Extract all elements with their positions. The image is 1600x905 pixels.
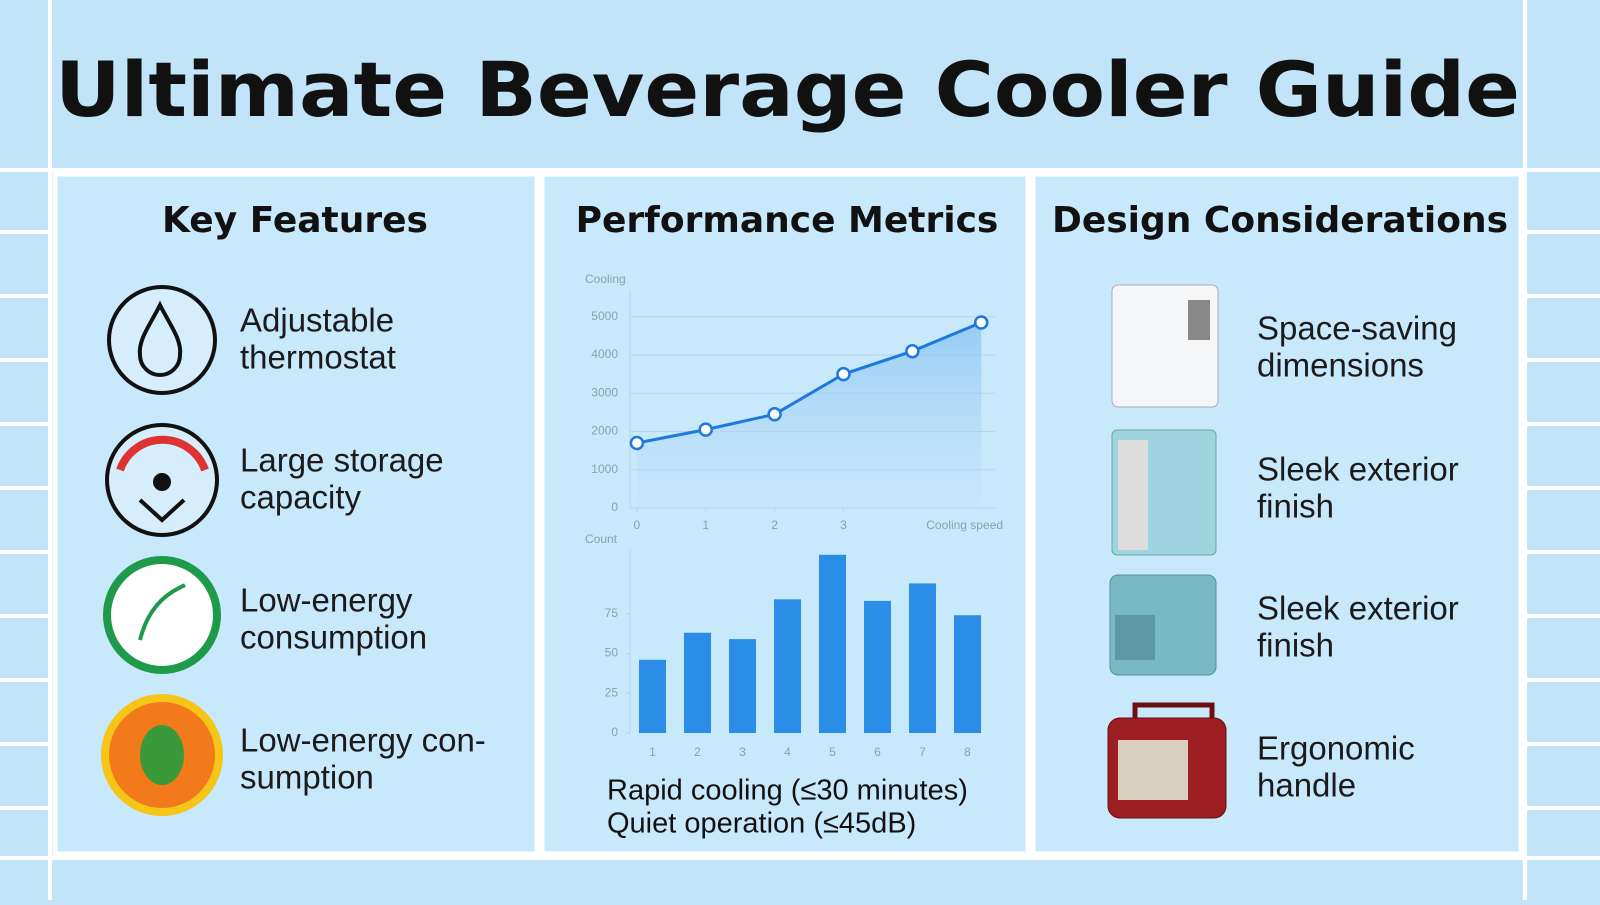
y-tick-label: 25	[605, 685, 619, 699]
x-tick-label: 3	[739, 745, 746, 759]
y-tick-label: 4000	[591, 347, 618, 361]
bar	[819, 554, 846, 733]
design-label: Ergonomic	[1257, 730, 1415, 767]
design-label: Sleek exterior	[1257, 590, 1459, 627]
feature-label: Low-energy con-	[240, 722, 486, 759]
feature-label: sumption	[240, 759, 374, 796]
y-axis-label: Count	[585, 532, 618, 546]
bar	[774, 599, 801, 733]
feature-label: Large storage	[240, 442, 444, 479]
x-tick-label: 2	[694, 745, 701, 759]
y-tick-label: 75	[605, 606, 619, 620]
point	[629, 435, 645, 451]
bar	[954, 615, 981, 733]
feature-icons	[101, 285, 223, 816]
x-tick-label: 5	[829, 745, 836, 759]
y-tick-label: 0	[611, 500, 618, 514]
x-tick-label: 7	[919, 745, 926, 759]
x-axis-label: Cooling speed	[926, 518, 1003, 532]
point	[973, 315, 989, 330]
design-label: finish	[1257, 627, 1334, 664]
product-images	[1107, 284, 1227, 819]
feature-label: capacity	[240, 479, 362, 516]
point	[836, 366, 851, 382]
metric-note: Rapid cooling (≤30 minutes)	[607, 775, 968, 807]
x-tick-label: 3	[840, 518, 847, 532]
bar	[639, 659, 666, 733]
x-tick-label: 2	[771, 518, 778, 532]
panel-heading: Performance Metrics	[576, 200, 999, 241]
line	[636, 321, 982, 445]
point	[698, 422, 714, 437]
y-tick-label: 50	[605, 646, 619, 660]
design-label: handle	[1257, 767, 1356, 804]
x-tick-label: 0	[634, 518, 641, 532]
x-tick-label: 6	[874, 745, 881, 759]
bar	[909, 583, 936, 733]
feature-label: Adjustable	[240, 302, 394, 339]
design-label: Sleek exterior	[1257, 451, 1459, 488]
point	[905, 343, 920, 359]
point	[767, 407, 782, 422]
y-tick-label: 3000	[591, 385, 618, 399]
x-tick-label: 4	[784, 745, 791, 759]
y-axis-label: Cooling	[585, 272, 626, 286]
panel-heading: Design Considerations	[1052, 200, 1508, 241]
y-tick-label: 2000	[591, 424, 618, 438]
feature-label: consumption	[240, 619, 427, 656]
design-label: Space-saving	[1257, 310, 1457, 347]
y-tick-label: 0	[611, 725, 618, 739]
x-tick-label: 1	[702, 518, 709, 532]
design-label: dimensions	[1257, 347, 1424, 384]
feature-label: thermostat	[240, 339, 396, 376]
x-tick-label: 8	[964, 745, 971, 759]
title: Ultimate Beverage Cooler Guide	[55, 45, 1520, 134]
y-tick-label: 1000	[591, 462, 618, 476]
panel-heading: Key Features	[162, 200, 428, 241]
bar	[684, 632, 711, 733]
line-area	[636, 322, 982, 508]
bar	[864, 600, 891, 733]
y-tick-label: 5000	[591, 309, 618, 323]
metric-note: Quiet operation (≤45dB)	[607, 808, 916, 840]
x-tick-label: 1	[649, 745, 656, 759]
bar	[729, 639, 756, 733]
feature-label: Low-energy	[240, 582, 413, 619]
design-label: finish	[1257, 488, 1334, 525]
